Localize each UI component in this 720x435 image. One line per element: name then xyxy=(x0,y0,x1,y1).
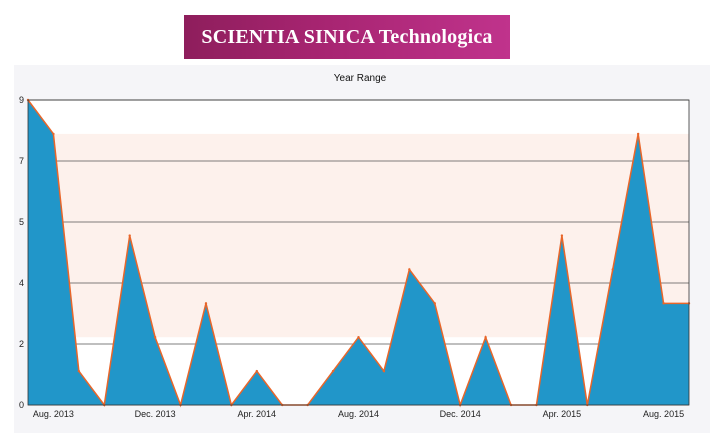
y-tick-label: 4 xyxy=(19,278,24,288)
y-tick-label: 5 xyxy=(19,217,24,227)
y-tick-label: 2 xyxy=(19,339,24,349)
y-tick-label: 0 xyxy=(19,400,24,410)
x-tick-label: Apr. 2015 xyxy=(543,409,582,419)
data-point xyxy=(433,302,436,305)
x-tick-label: Aug. 2013 xyxy=(33,409,74,419)
x-tick-label: Dec. 2013 xyxy=(135,409,176,419)
x-tick-label: Aug. 2015 xyxy=(643,409,684,419)
data-point xyxy=(52,132,55,136)
data-point xyxy=(153,336,157,339)
data-point xyxy=(662,302,665,305)
data-point xyxy=(560,234,564,237)
journal-banner: SCIENTIA SINICA Technologica xyxy=(184,15,510,59)
journal-title: SCIENTIA SINICA Technologica xyxy=(201,25,493,48)
data-point xyxy=(636,132,640,136)
data-point xyxy=(204,302,208,305)
y-tick-label: 9 xyxy=(19,95,24,105)
y-tick-label: 7 xyxy=(19,156,24,166)
area-fill xyxy=(28,100,689,405)
data-point xyxy=(128,234,131,237)
data-point xyxy=(77,369,81,373)
x-tick-label: Aug. 2014 xyxy=(338,409,379,419)
x-tick-label: Apr. 2014 xyxy=(238,409,277,419)
data-point xyxy=(484,336,487,339)
data-point xyxy=(357,336,360,339)
data-point xyxy=(255,369,259,373)
plot-border xyxy=(27,99,690,406)
data-point xyxy=(331,369,335,373)
chart-title: Year Range xyxy=(333,73,387,84)
data-point xyxy=(408,268,411,271)
data-point xyxy=(382,369,386,373)
data-point xyxy=(611,268,614,271)
x-tick-label: Dec. 2014 xyxy=(440,409,481,419)
